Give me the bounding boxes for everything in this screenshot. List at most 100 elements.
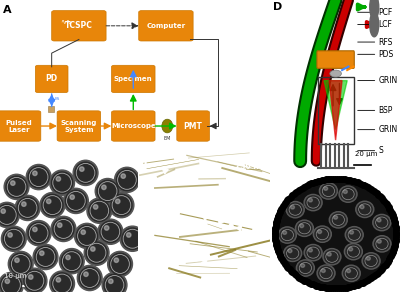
Circle shape <box>52 273 73 292</box>
Circle shape <box>288 203 303 216</box>
Circle shape <box>346 269 350 273</box>
Circle shape <box>42 194 63 216</box>
Circle shape <box>295 220 314 237</box>
Circle shape <box>116 169 138 191</box>
Circle shape <box>91 247 95 251</box>
Circle shape <box>10 181 15 185</box>
Text: TCSPC: TCSPC <box>65 21 93 30</box>
Circle shape <box>66 255 70 260</box>
Text: 10 μm: 10 μm <box>4 273 27 279</box>
Circle shape <box>40 192 65 218</box>
Circle shape <box>95 178 120 204</box>
Circle shape <box>84 272 88 277</box>
Text: Scanning
System: Scanning System <box>61 119 97 133</box>
Circle shape <box>121 174 126 178</box>
Circle shape <box>283 231 287 234</box>
Circle shape <box>61 251 82 272</box>
FancyBboxPatch shape <box>35 65 68 93</box>
Circle shape <box>288 249 292 253</box>
Circle shape <box>304 244 322 261</box>
Circle shape <box>356 201 374 218</box>
FancyBboxPatch shape <box>317 51 354 68</box>
Circle shape <box>374 216 389 229</box>
Circle shape <box>114 167 139 192</box>
Circle shape <box>319 266 334 280</box>
Circle shape <box>22 268 47 292</box>
Circle shape <box>370 0 379 19</box>
Circle shape <box>93 205 98 209</box>
Circle shape <box>344 267 359 280</box>
Text: GRIN: GRIN <box>379 125 398 134</box>
Circle shape <box>327 253 331 256</box>
Circle shape <box>28 166 49 188</box>
Circle shape <box>5 279 10 284</box>
Circle shape <box>15 258 19 263</box>
Circle shape <box>0 204 18 226</box>
Circle shape <box>4 174 29 199</box>
Circle shape <box>28 275 33 279</box>
Circle shape <box>298 261 313 275</box>
Circle shape <box>324 250 339 263</box>
Bar <box>48 105 54 112</box>
Circle shape <box>321 184 336 198</box>
Circle shape <box>24 270 45 291</box>
Circle shape <box>8 251 33 277</box>
Circle shape <box>52 172 73 193</box>
Text: ∿∿: ∿∿ <box>60 18 72 24</box>
FancyBboxPatch shape <box>112 65 155 93</box>
Polygon shape <box>324 81 347 130</box>
Circle shape <box>108 251 132 277</box>
Circle shape <box>58 223 62 227</box>
Circle shape <box>304 194 322 211</box>
Circle shape <box>343 190 347 194</box>
Circle shape <box>377 218 381 222</box>
Text: Pulsed
Laser: Pulsed Laser <box>6 119 32 133</box>
Text: D: D <box>273 2 282 12</box>
Text: S: S <box>379 146 384 155</box>
Circle shape <box>373 214 391 231</box>
Ellipse shape <box>330 70 341 77</box>
Text: GRIN: GRIN <box>379 76 398 85</box>
Circle shape <box>8 233 12 237</box>
Circle shape <box>1 209 6 213</box>
Text: PMT: PMT <box>184 121 202 131</box>
Circle shape <box>98 219 123 244</box>
Circle shape <box>366 257 370 260</box>
Circle shape <box>33 227 37 232</box>
Circle shape <box>40 251 44 256</box>
Circle shape <box>102 185 106 190</box>
FancyBboxPatch shape <box>52 11 106 41</box>
Text: C: C <box>143 159 151 169</box>
Text: 750 nm: 750 nm <box>235 162 266 171</box>
Text: RFS: RFS <box>379 38 393 46</box>
Bar <box>318 77 354 144</box>
Circle shape <box>308 248 312 252</box>
Text: EM: EM <box>164 136 171 141</box>
Circle shape <box>285 247 300 260</box>
Circle shape <box>346 245 361 258</box>
Circle shape <box>65 190 86 212</box>
Circle shape <box>70 195 74 199</box>
Circle shape <box>315 227 330 241</box>
Circle shape <box>51 216 76 241</box>
Circle shape <box>15 195 40 220</box>
Circle shape <box>108 279 113 284</box>
Circle shape <box>84 240 109 265</box>
Circle shape <box>323 248 341 265</box>
Text: Microscope: Microscope <box>111 123 156 129</box>
Circle shape <box>300 224 304 227</box>
Circle shape <box>26 220 51 246</box>
Circle shape <box>290 206 294 209</box>
Circle shape <box>364 254 378 268</box>
Circle shape <box>286 201 304 218</box>
Circle shape <box>50 271 74 292</box>
Circle shape <box>110 253 131 275</box>
Circle shape <box>329 212 347 228</box>
Circle shape <box>74 223 99 248</box>
Text: LCF: LCF <box>379 20 393 29</box>
Circle shape <box>59 248 84 274</box>
Circle shape <box>350 230 354 234</box>
Text: BS: BS <box>54 97 60 101</box>
Text: B: B <box>4 159 12 169</box>
Circle shape <box>318 230 322 234</box>
